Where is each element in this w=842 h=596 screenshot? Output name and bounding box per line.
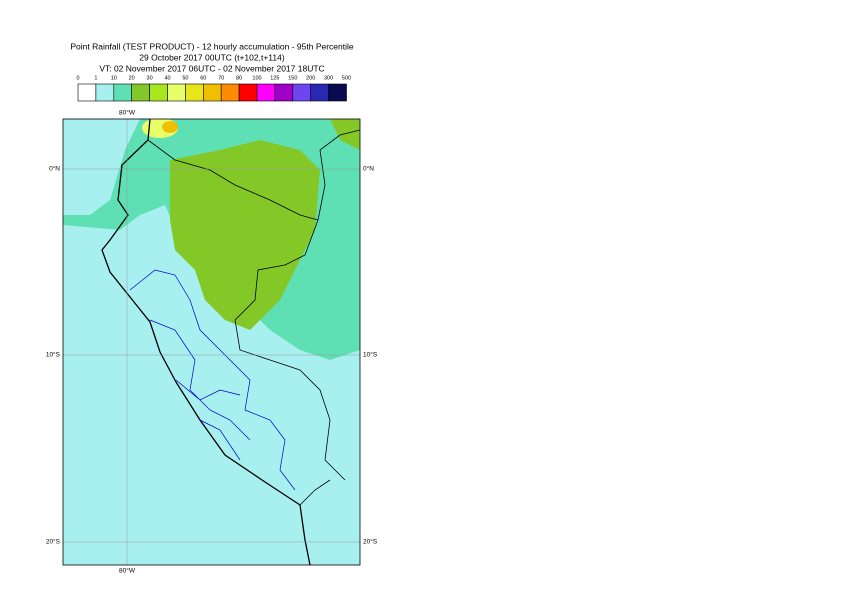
rain-60 — [162, 121, 178, 133]
legend-box — [131, 83, 150, 102]
legend-box — [220, 83, 240, 102]
lon-label: 80°W — [119, 109, 136, 117]
legend-label: 100 — [252, 75, 261, 81]
rain-20 — [170, 140, 320, 330]
legend-label: 60 — [200, 75, 206, 81]
title-line: VT: 02 November 2017 06UTC - 02 November… — [99, 63, 324, 73]
legend-label: 200 — [306, 75, 315, 81]
regions — [129, 269, 296, 491]
legend-box — [185, 83, 204, 102]
legend-label: 20 — [129, 75, 135, 81]
legend-label: 125 — [270, 75, 279, 81]
title-line: 29 October 2017 00UTC (t+102,t+114) — [139, 52, 285, 62]
legend-label: 150 — [288, 75, 297, 81]
map-frame — [62, 118, 361, 566]
lat-label: 10°S — [46, 351, 61, 359]
legend-label: 10 — [111, 75, 117, 81]
legend-box — [167, 83, 186, 102]
map-labels: 0°N 0°N 10°S 10°S 20°S 20°S 80°W 80°W — [46, 109, 378, 575]
legend-label: 50 — [182, 75, 188, 81]
legend-label: 70 — [218, 75, 224, 81]
rain-1 — [63, 119, 140, 215]
legend-box — [292, 83, 311, 102]
legend-box — [256, 83, 276, 102]
legend-label: 500 — [342, 75, 351, 81]
lat-label: 20°S — [363, 538, 378, 546]
legend-box — [310, 83, 329, 102]
legend-box — [95, 83, 115, 102]
borders — [147, 129, 360, 506]
legend-label: 1 — [94, 75, 97, 81]
legend-label: 40 — [164, 75, 170, 81]
legend: 0 1 10 20 30 40 50 60 70 80 100 125 150 200 300 500 — [76, 75, 351, 102]
map — [63, 119, 360, 565]
lat-label: 10°S — [363, 351, 378, 359]
lat-label: 20°S — [46, 538, 61, 546]
legend-box — [149, 83, 168, 102]
lat-label: 0°N — [363, 165, 374, 173]
legend-label: 300 — [324, 75, 333, 81]
rain-20 — [330, 119, 360, 150]
legend-box — [238, 83, 258, 102]
legend-box — [203, 83, 222, 102]
graticule — [63, 119, 360, 565]
lon-label: 80°W — [119, 567, 136, 575]
legend-label: 30 — [147, 75, 153, 81]
legend-box — [77, 83, 97, 102]
coastline — [101, 119, 311, 565]
legend-label: 80 — [236, 75, 242, 81]
lat-label: 0°N — [49, 165, 60, 173]
legend-box — [274, 83, 294, 102]
title: Point Rainfall (TEST PRODUCT) - 12 hourl… — [70, 41, 354, 73]
title-line: Point Rainfall (TEST PRODUCT) - 12 hourl… — [70, 41, 354, 51]
legend-label: 0 — [76, 75, 79, 81]
legend-box — [113, 83, 133, 102]
legend-box — [328, 83, 347, 102]
